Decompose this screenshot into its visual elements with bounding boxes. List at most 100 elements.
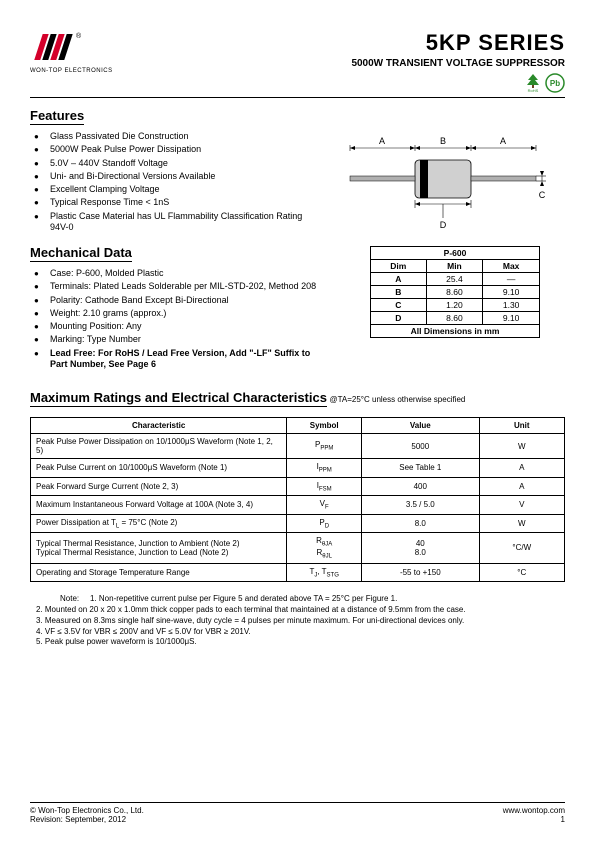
characteristics-table: CharacteristicSymbolValueUnit Peak Pulse… [30,417,565,582]
char-cell: A [479,477,564,496]
char-cell: Maximum Instantaneous Forward Voltage at… [31,496,287,515]
char-cell: IPPM [287,459,362,478]
char-cell: Peak Forward Surge Current (Note 2, 3) [31,477,287,496]
dim-cell: — [483,273,540,286]
char-cell: Operating and Storage Temperature Range [31,563,287,582]
dim-cell: 25.4 [426,273,483,286]
dim-cell: 9.10 [483,312,540,325]
dim-table-package: P-600 [371,247,540,260]
svg-text:C: C [539,190,546,200]
mechanical-heading: Mechanical Data [30,245,132,262]
svg-text:B: B [440,136,446,146]
logo-block: ® WON-TOP ELECTRONICS [30,30,113,74]
char-cell: 5000 [362,434,479,459]
mechanical-item: Mounting Position: Any [34,321,320,332]
mechanical-item: Lead Free: For RoHS / Lead Free Version,… [34,348,320,371]
char-cell: Power Dissipation at TL = 75°C (Note 2) [31,514,287,533]
char-cell: 400 [362,477,479,496]
dim-table-caption: All Dimensions in mm [371,325,540,338]
feature-item: Plastic Case Material has UL Flammabilit… [34,211,320,234]
char-cell: 8.0 [362,514,479,533]
footer-left: © Won-Top Electronics Co., Ltd. Revision… [30,806,144,824]
dim-header: Max [483,260,540,273]
dim-cell: D [371,312,427,325]
svg-text:A: A [500,136,506,146]
char-header: Unit [479,418,564,434]
char-cell: W [479,514,564,533]
char-cell: RθJARθJL [287,533,362,563]
feature-item: Excellent Clamping Voltage [34,184,320,195]
features-mechanical-row: Features Glass Passivated Die Constructi… [30,98,565,372]
rohs-tree-icon: RoHS [525,73,541,93]
char-cell: Typical Thermal Resistance, Junction to … [31,533,287,563]
svg-text:®: ® [76,32,82,40]
footer-right: www.wontop.com 1 [503,806,565,824]
char-cell: Peak Pulse Current on 10/1000μS Waveform… [31,459,287,478]
char-cell: °C/W [479,533,564,563]
dim-cell: 8.60 [426,312,483,325]
note-item: 5. Peak pulse power waveform is 10/1000μ… [30,637,565,648]
page-header: ® WON-TOP ELECTRONICS 5KP SERIES 5000W T… [30,30,565,93]
mechanical-item: Marking: Type Number [34,334,320,345]
ratings-heading: Maximum Ratings and Electrical Character… [30,390,327,407]
dim-cell: 1.20 [426,299,483,312]
title-block: 5KP SERIES 5000W TRANSIENT VOLTAGE SUPPR… [351,30,565,93]
dim-cell: C [371,299,427,312]
char-cell: °C [479,563,564,582]
dim-cell: B [371,286,427,299]
footer-revision: Revision: September, 2012 [30,815,144,824]
dim-header: Min [426,260,483,273]
mechanical-item: Weight: 2.10 grams (approx.) [34,308,320,319]
pb-free-icon: Pb [545,73,565,93]
series-title: 5KP SERIES [351,30,565,56]
subtitle: 5000W TRANSIENT VOLTAGE SUPPRESSOR [351,58,565,69]
char-cell: IFSM [287,477,362,496]
char-header: Characteristic [31,418,287,434]
note-item: 2. Mounted on 20 x 20 x 1.0mm thick copp… [30,605,565,616]
dim-cell: 1.30 [483,299,540,312]
ratings-heading-row: Maximum Ratings and Electrical Character… [30,390,565,407]
svg-text:Pb: Pb [550,79,560,88]
feature-item: Glass Passivated Die Construction [34,131,320,142]
svg-text:D: D [440,220,447,230]
char-cell: Peak Pulse Power Dissipation on 10/1000μ… [31,434,287,459]
features-heading: Features [30,108,84,125]
mechanical-item: Case: P-600, Molded Plastic [34,268,320,279]
char-cell: 3.5 / 5.0 [362,496,479,515]
note-item: 4. VF ≤ 3.5V for VBR ≤ 200V and VF ≤ 5.0… [30,627,565,638]
char-cell: PD [287,514,362,533]
features-list: Glass Passivated Die Construction 5000W P… [30,131,320,233]
char-cell: TJ, TSTG [287,563,362,582]
feature-item: 5000W Peak Pulse Power Dissipation [34,144,320,155]
char-cell: VF [287,496,362,515]
char-header: Symbol [287,418,362,434]
char-header: Value [362,418,479,434]
dim-cell: A [371,273,427,286]
char-cell: A [479,459,564,478]
ratings-condition: @TA=25°C unless otherwise specified [329,395,465,404]
notes-label: Note: [60,594,90,605]
char-cell: 408.0 [362,533,479,563]
page-footer: © Won-Top Electronics Co., Ltd. Revision… [30,802,565,824]
char-cell: V [479,496,564,515]
footer-url: www.wontop.com [503,806,565,815]
char-cell: W [479,434,564,459]
notes-block: Note: 1. Non-repetitive current pulse pe… [30,594,565,648]
feature-item: 5.0V – 440V Standoff Voltage [34,158,320,169]
package-outline-diagram: A B A C D [340,108,550,238]
dim-cell: 9.10 [483,286,540,299]
note-item: 3. Measured on 8.3ms single half sine-wa… [30,616,565,627]
svg-text:RoHS: RoHS [528,88,539,93]
dim-header: Dim [371,260,427,273]
char-cell: PPPM [287,434,362,459]
svg-text:A: A [379,136,385,146]
char-cell: -55 to +150 [362,563,479,582]
dimensions-table: P-600 DimMinMax A25.4—B8.609.10C1.201.30… [370,246,540,338]
compliance-badges: RoHS Pb [351,73,565,93]
footer-copyright: © Won-Top Electronics Co., Ltd. [30,806,144,815]
note-item: 1. Non-repetitive current pulse per Figu… [90,594,397,605]
char-cell: See Table 1 [362,459,479,478]
dim-cell: 8.60 [426,286,483,299]
feature-item: Uni- and Bi-Directional Versions Availab… [34,171,320,182]
mechanical-list: Case: P-600, Molded PlasticTerminals: Pl… [30,268,320,370]
